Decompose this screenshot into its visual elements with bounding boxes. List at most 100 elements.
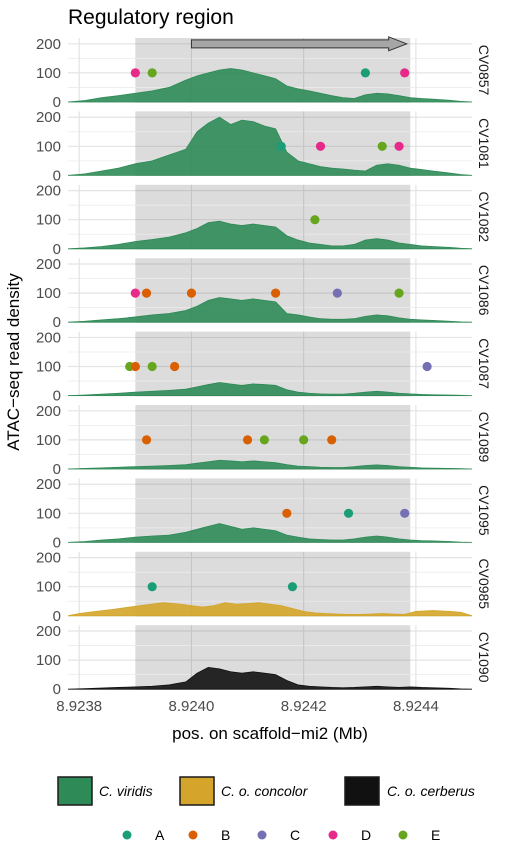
motif-point-E: [377, 141, 387, 151]
facet-panel: 0 100 200 CV1086: [36, 256, 492, 331]
strip-label: CV1082: [476, 192, 492, 243]
facet-panel: 0 100 200 CV1089: [36, 403, 492, 478]
y-tick-label: 100: [36, 579, 61, 596]
y-tick-label: 0: [53, 388, 61, 405]
legend-key-motif: [257, 830, 267, 840]
y-tick-label: 100: [36, 65, 61, 82]
motif-point-D: [130, 288, 140, 298]
y-tick-label: 200: [36, 623, 61, 640]
motif-point-A: [360, 68, 370, 78]
strip-label: CV0857: [476, 45, 492, 96]
y-tick-label: 0: [53, 681, 61, 698]
motif-point-B: [271, 288, 281, 298]
x-tick-label: 8.9240: [168, 698, 214, 715]
facet-panels: 0100200CV08570100200CV10810100200CV10820…: [36, 36, 492, 698]
motif-point-E: [394, 288, 404, 298]
strip-label: CV1087: [476, 338, 492, 389]
legend: C. viridis C. o. concolor C. o. cerberus A B…: [57, 776, 475, 843]
legend-label-motif: C: [290, 827, 300, 843]
legend-key-species: [344, 776, 380, 806]
y-tick-label: 0: [53, 314, 61, 331]
y-tick-label: 100: [36, 359, 61, 376]
density-area: [67, 382, 473, 396]
legend-label-motif: B: [221, 827, 230, 843]
facet-panel: 0 100 200 CV1090: [36, 623, 492, 698]
x-axis: 8.9238 8.9240 8.9242 8.9244: [56, 698, 439, 715]
chart-title: Regulatory region: [68, 6, 234, 29]
y-tick-label: 200: [36, 329, 61, 346]
legend-key-motif: [328, 830, 338, 840]
motif-point-E: [299, 435, 309, 445]
y-tick-label: 0: [53, 167, 61, 184]
motif-point-C: [332, 288, 342, 298]
motif-point-A: [276, 141, 286, 151]
density-area: [67, 602, 473, 617]
motif-point-D: [394, 141, 404, 151]
motif-point-B: [282, 508, 292, 518]
x-tick-label: 8.9242: [281, 698, 327, 715]
motif-point-C: [422, 361, 432, 372]
facet-panel: 0 100 200 CV1082: [36, 183, 492, 258]
density-area: [67, 116, 473, 176]
regulatory-region-band: [135, 405, 411, 469]
strip-label: CV1081: [476, 118, 492, 169]
y-tick-label: 100: [36, 138, 61, 155]
y-tick-label: 100: [36, 505, 61, 522]
y-tick-label: 200: [36, 403, 61, 420]
motif-point-E: [147, 68, 157, 78]
legend-key-species: [57, 776, 93, 806]
facet-panel: 0 100 200 CV1081: [36, 109, 492, 184]
motif-point-B: [141, 435, 152, 445]
density-area: [67, 523, 473, 543]
density-area: [67, 297, 473, 323]
motif-point-C: [400, 508, 410, 518]
legend-label-species: C. o. concolor: [221, 783, 309, 799]
motif-point-B: [141, 288, 152, 298]
y-tick-label: 100: [36, 652, 61, 669]
legend-label-species: C. viridis: [99, 783, 153, 799]
y-tick-label: 0: [53, 534, 61, 551]
y-tick-label: 200: [36, 256, 61, 273]
motif-point-B: [242, 435, 253, 445]
strip-label: CV0985: [476, 559, 492, 610]
y-axis-title: ATAC−seq read density: [4, 273, 23, 451]
legend-key-motif: [398, 830, 408, 840]
motif-point-E: [259, 435, 269, 445]
x-axis-title: pos. on scaffold−mi2 (Mb): [172, 724, 368, 743]
motif-point-E: [147, 361, 157, 372]
motif-point-B: [130, 361, 140, 372]
y-tick-label: 200: [36, 183, 61, 200]
x-tick-label: 8.9238: [56, 698, 102, 715]
facet-panel: 0 100 200 CV0985: [36, 550, 492, 625]
legend-key-species: [179, 776, 215, 806]
legend-key-motif: [122, 830, 132, 840]
y-tick-label: 200: [36, 36, 61, 53]
motif-point-B: [327, 435, 337, 445]
legend-key-motif: [188, 830, 198, 840]
density-area: [67, 459, 473, 470]
motif-point-B: [186, 288, 197, 298]
y-tick-label: 0: [53, 241, 61, 258]
motif-point-A: [147, 582, 157, 592]
motif-point-B: [170, 361, 180, 372]
motif-point-A: [287, 582, 298, 592]
y-tick-label: 0: [53, 94, 61, 111]
strip-label: CV1086: [476, 265, 492, 316]
strip-label: CV1095: [476, 485, 492, 536]
legend-label-motif: D: [361, 827, 371, 843]
gene-arrow: [190, 36, 409, 52]
x-tick-label: 8.9244: [393, 698, 439, 715]
y-tick-label: 100: [36, 212, 61, 229]
y-tick-label: 100: [36, 285, 61, 302]
legend-label-motif: A: [155, 827, 165, 843]
motif-point-A: [343, 508, 354, 518]
y-tick-label: 100: [36, 432, 61, 449]
strip-label: CV1089: [476, 412, 492, 463]
strip-label: CV1090: [476, 632, 492, 683]
y-tick-label: 0: [53, 608, 61, 625]
y-tick-label: 200: [36, 476, 61, 493]
motif-point-E: [310, 215, 320, 225]
motif-point-D: [400, 68, 410, 78]
motif-point-D: [130, 68, 140, 78]
